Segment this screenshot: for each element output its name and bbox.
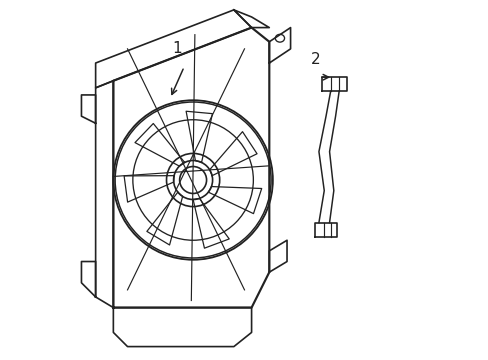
Text: 2: 2 <box>310 51 320 67</box>
Text: 1: 1 <box>172 41 182 56</box>
